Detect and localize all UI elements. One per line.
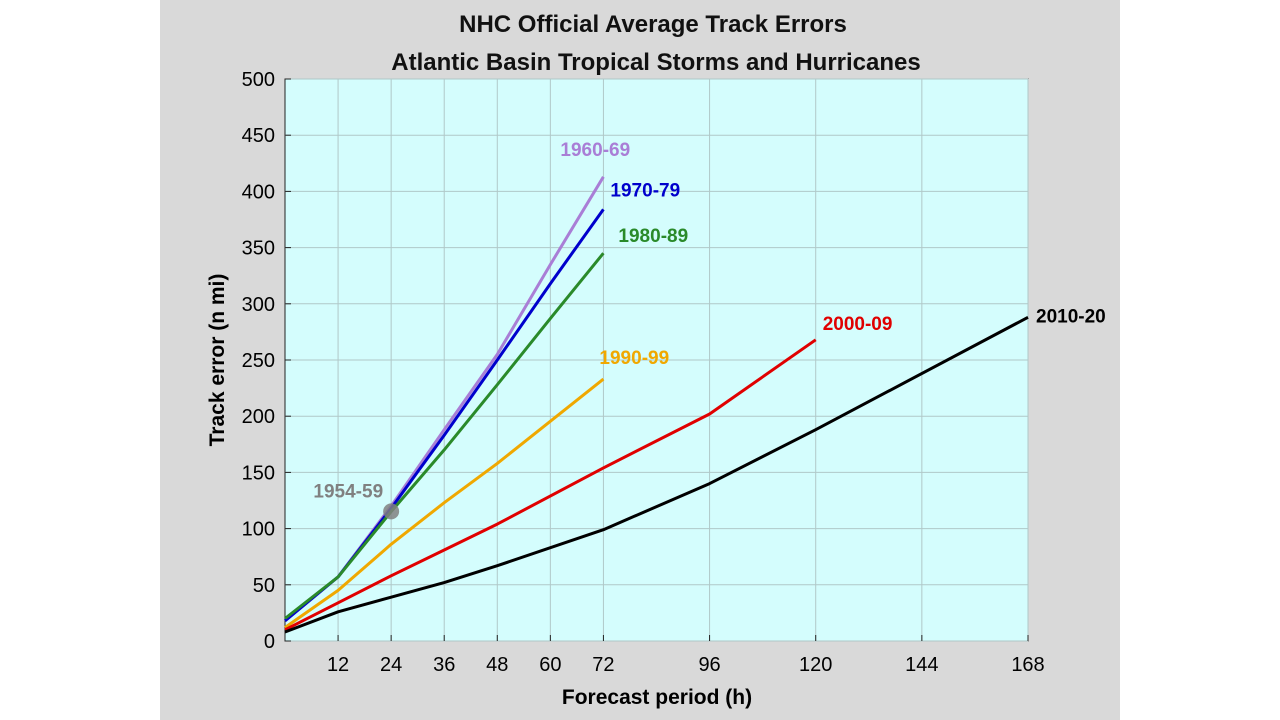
grid <box>285 78 1029 642</box>
series-label-2010-20: 2010-20 <box>1036 306 1106 327</box>
series-label-1960-69: 1960-69 <box>560 140 630 161</box>
x-tick-label: 96 <box>698 654 720 676</box>
y-tick-label: 350 <box>242 238 275 260</box>
series-label-1980-89: 1980-89 <box>618 226 688 247</box>
chart-title: NHC Official Average Track Errors <box>459 11 847 38</box>
y-tick-label: 250 <box>242 350 275 372</box>
y-tick-label: 0 <box>264 631 275 653</box>
x-tick-label: 12 <box>327 654 349 676</box>
y-tick-label: 100 <box>242 519 275 541</box>
point-label-1954-59: 1954-59 <box>313 481 383 502</box>
track-error-chart: NHC Official Average Track Errors Atlant… <box>206 11 1106 709</box>
x-tick-label: 168 <box>1011 654 1044 676</box>
series-lines <box>284 176 1029 634</box>
series-line-1990-99 <box>284 377 605 629</box>
series-labels: 1960-69 1970-79 1980-89 1990-99 2000-09 2010-… <box>313 140 1105 503</box>
y-axis-label: Track error (n mi) <box>206 274 229 447</box>
y-tick-label: 50 <box>253 575 275 597</box>
x-tick-label: 48 <box>486 654 508 676</box>
series-label-1990-99: 1990-99 <box>599 348 669 369</box>
series-line-2010-20 <box>284 315 1029 634</box>
slide-background: NHC Official Average Track Errors Atlant… <box>160 0 1120 720</box>
x-tick-label: 120 <box>799 654 832 676</box>
series-label-2000-09: 2000-09 <box>823 314 893 335</box>
x-tick-label: 60 <box>539 654 561 676</box>
x-tick-label: 144 <box>905 654 938 676</box>
x-tick-label: 24 <box>380 654 402 676</box>
y-tick-label: 300 <box>242 294 275 316</box>
y-tick-label: 450 <box>242 125 275 147</box>
x-tick-label: 72 <box>592 654 614 676</box>
series-line-2000-09 <box>284 338 817 632</box>
series-points <box>383 503 400 520</box>
point-marker-1954-59 <box>383 503 400 520</box>
x-axis-label: Forecast period (h) <box>562 686 752 709</box>
axis-ticks: 12 24 36 48 60 72 96 120 144 168 0 50 100 150 200 250 30… <box>242 69 1045 676</box>
series-label-1970-79: 1970-79 <box>610 180 680 201</box>
y-tick-label: 200 <box>242 406 275 428</box>
chart-subtitle: Atlantic Basin Tropical Storms and Hurri… <box>391 49 920 76</box>
y-tick-label: 500 <box>242 69 275 91</box>
x-tick-label: 36 <box>433 654 455 676</box>
series-line-1980-89 <box>284 252 605 620</box>
y-tick-label: 150 <box>242 462 275 484</box>
y-tick-label: 400 <box>242 181 275 203</box>
